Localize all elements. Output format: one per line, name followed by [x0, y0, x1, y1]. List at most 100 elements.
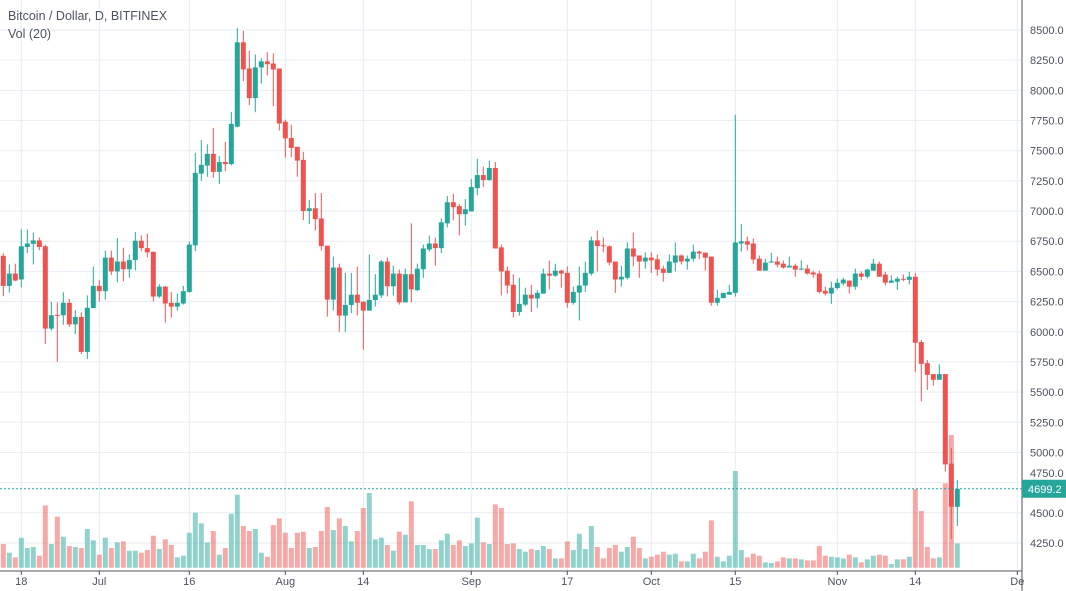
volume-bar [282, 532, 288, 568]
volume-bar [804, 560, 810, 568]
candle-body [858, 273, 864, 277]
candle-body [60, 302, 66, 316]
volume-bar [600, 558, 606, 568]
volume-bar [768, 563, 774, 568]
volume-bar [474, 517, 480, 568]
volume-bar [372, 539, 378, 568]
volume-bar [906, 556, 912, 568]
volume-bar [228, 513, 234, 568]
candle-body [258, 61, 264, 68]
volume-bar [252, 529, 258, 568]
candle-body [474, 175, 480, 189]
volume-bar [204, 542, 210, 568]
candle-body [546, 273, 552, 276]
volume-bar [84, 529, 90, 568]
candle-body [684, 258, 690, 262]
volume-indicator-label[interactable]: Vol (20) [8, 27, 52, 41]
candle-body [936, 374, 942, 380]
candle-body [606, 246, 612, 263]
candle-body [282, 121, 288, 139]
candle-body [498, 247, 504, 272]
candle-body [762, 262, 768, 271]
volume-bar [516, 549, 522, 568]
candle-body [720, 292, 726, 299]
candle-body [414, 268, 420, 291]
volume-bar [918, 511, 924, 568]
y-tick-label: 4750.0 [1030, 468, 1064, 480]
y-tick-label: 5750.0 [1030, 357, 1064, 369]
x-tick-label: 14 [909, 576, 921, 588]
candle-body [564, 272, 570, 303]
volume-bar [348, 541, 354, 568]
candle-body [354, 294, 360, 303]
candle-body [420, 248, 426, 270]
volume-bar [186, 532, 192, 568]
volume-bar [330, 530, 336, 568]
candle-body [582, 272, 588, 286]
volume-bar [210, 531, 216, 568]
volume-bar [552, 558, 558, 568]
volume-bar [486, 544, 492, 568]
candle-body [162, 286, 168, 304]
volume-bar [708, 520, 714, 568]
y-tick-label: 4250.0 [1030, 538, 1064, 550]
candles [0, 28, 960, 540]
volume-bar [564, 541, 570, 568]
candle-body [822, 290, 828, 294]
volume-bar [822, 555, 828, 568]
y-tick-label: 7000.0 [1030, 206, 1064, 218]
volume-bar [690, 553, 696, 568]
volume-bar [90, 540, 96, 568]
volume-bar [390, 550, 396, 568]
candle-body [834, 282, 840, 289]
y-tick-label: 7500.0 [1030, 146, 1064, 158]
candle-body [390, 273, 396, 287]
volume-bar [816, 546, 822, 568]
volume-bar [150, 535, 156, 568]
volume-bar [438, 540, 444, 568]
candle-body [756, 258, 762, 271]
volume-bar [366, 493, 372, 568]
candle-body [924, 363, 930, 375]
candle-body [882, 274, 888, 283]
volume-bar [726, 555, 732, 568]
volume-bar [954, 543, 960, 568]
candle-body [300, 159, 306, 212]
y-tick-label: 4500.0 [1030, 508, 1064, 520]
candle-body [102, 257, 108, 292]
volume-bar [156, 549, 162, 568]
candle-body [270, 63, 276, 70]
volume-bar [636, 548, 642, 568]
candle-body [66, 302, 72, 325]
candle-body [732, 242, 738, 293]
y-tick-label: 5500.0 [1030, 387, 1064, 399]
volume-bar [912, 489, 918, 568]
candle-body [216, 162, 222, 172]
candle-body [780, 263, 786, 268]
volume-bar [744, 557, 750, 568]
candle-body [558, 270, 564, 274]
volume-bar [360, 508, 366, 568]
volume-bar [792, 558, 798, 568]
volume-bar [732, 471, 738, 568]
candle-body [480, 175, 486, 181]
volume-bar [942, 483, 948, 568]
volume-bar [162, 539, 168, 568]
x-tick-label: Jul [92, 576, 106, 588]
candle-body [132, 240, 138, 261]
y-tick-label: 8000.0 [1030, 85, 1064, 97]
volume-bar [378, 537, 384, 568]
volume-bar [696, 558, 702, 568]
volume-bar [114, 542, 120, 568]
volume-bar [216, 554, 222, 568]
candle-body [312, 208, 318, 220]
volume-bar [546, 549, 552, 568]
candle-body [246, 68, 252, 99]
volume-bar [132, 550, 138, 568]
candle-body [948, 463, 954, 507]
candle-body [900, 278, 906, 280]
volume-bar [750, 553, 756, 568]
candle-body [198, 164, 204, 174]
candle-body [642, 257, 648, 262]
